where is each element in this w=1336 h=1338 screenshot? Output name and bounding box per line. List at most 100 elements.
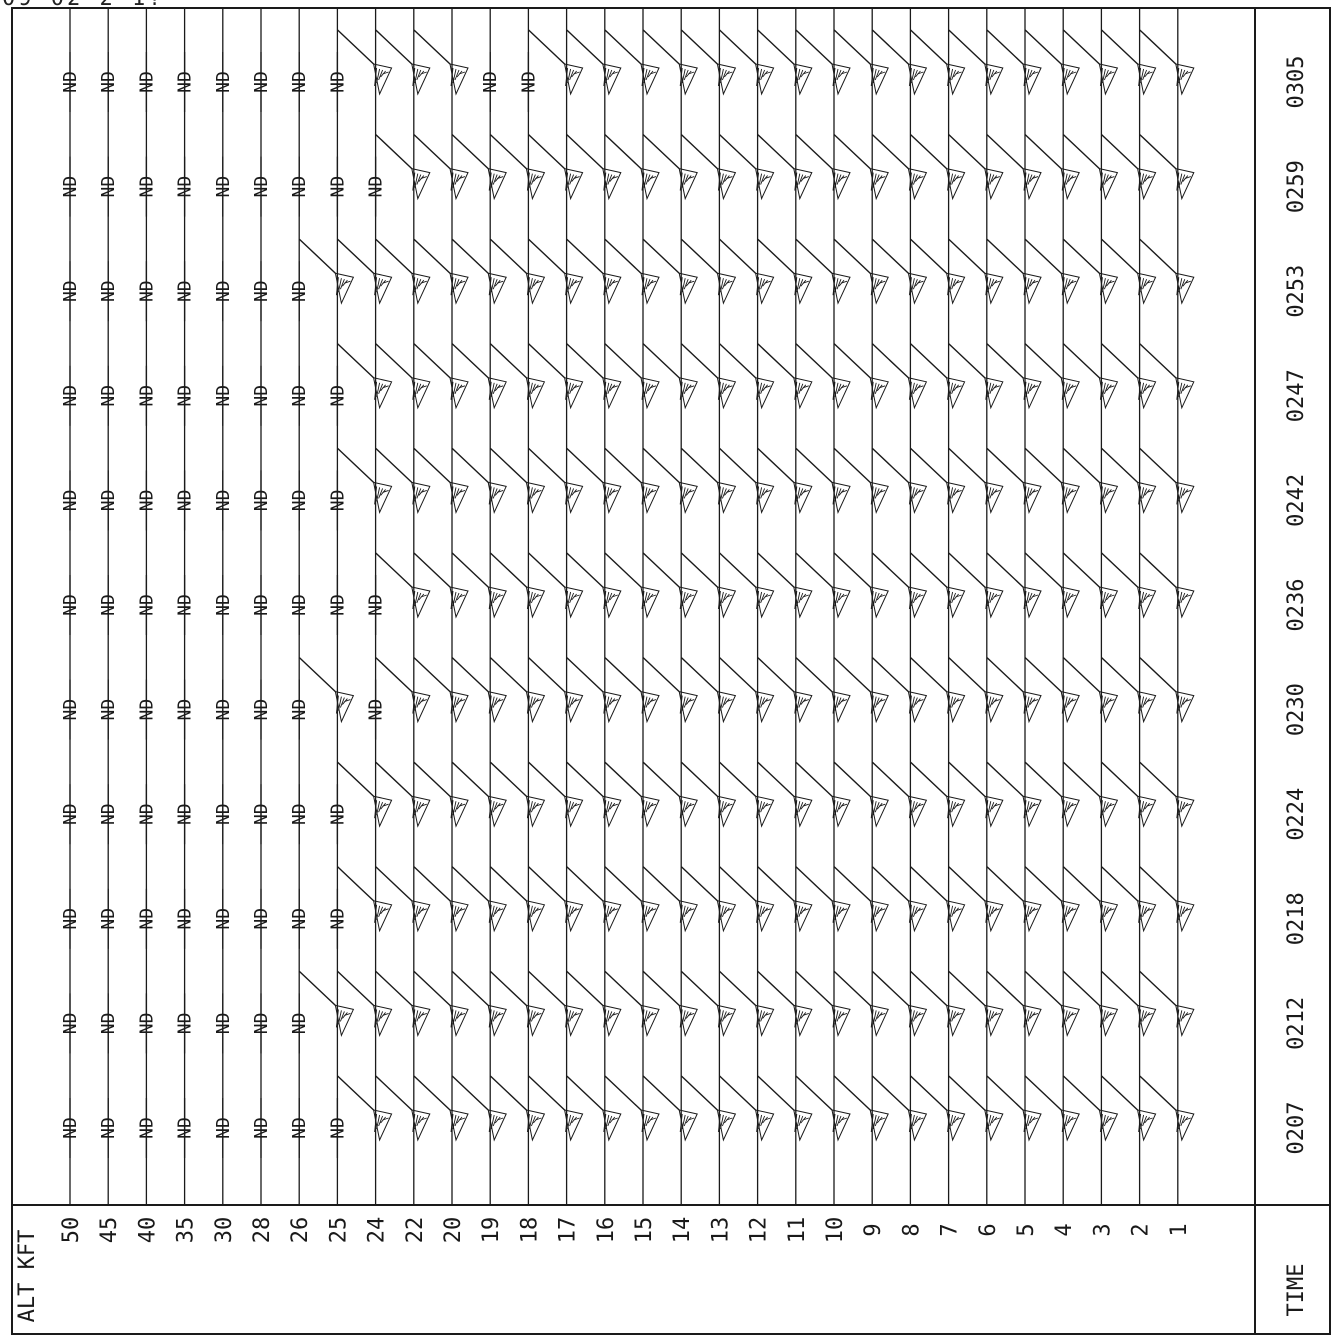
no-data-marker: ND [327,1098,348,1158]
svg-text:ND: ND [60,803,81,825]
wind-barb [1024,447,1080,515]
wind-barb [948,29,1004,96]
svg-text:ND: ND [251,1117,272,1139]
no-data-marker: ND [175,261,196,322]
wind-barb [1139,552,1195,619]
no-data-marker: ND [213,784,234,845]
wind-barb [1139,866,1195,933]
wind-barb [1062,761,1119,828]
altitude-tick-label: 25 [326,1217,351,1244]
no-data-marker: ND [98,1098,119,1158]
no-data-marker: ND [327,156,348,217]
no-data-marker: ND [60,365,81,426]
svg-text:ND: ND [60,280,81,302]
svg-text:ND: ND [289,1013,310,1035]
wind-barb [757,552,813,619]
no-data-marker: ND [98,365,119,426]
wind-barb [719,866,775,933]
no-data-marker: ND [98,784,119,845]
altitude-tick-label: 8 [899,1223,924,1236]
wind-barb [566,1075,622,1142]
altitude-tick-label: 22 [403,1217,428,1244]
no-data-marker: ND [175,575,196,635]
wind-barb [719,657,775,724]
svg-text:ND: ND [175,490,196,512]
altitude-tick-label: 13 [708,1217,733,1244]
wind-barb [1139,1075,1195,1142]
wind-barb [986,866,1042,933]
wind-barb [566,866,622,933]
svg-text:ND: ND [251,594,272,616]
wind-barb [566,343,622,410]
no-data-marker: ND [366,575,387,635]
no-data-marker: ND [289,575,310,635]
no-data-marker: ND [98,470,119,531]
no-data-marker: ND [327,365,348,426]
wind-barb [604,447,660,515]
svg-text:ND: ND [213,71,234,93]
time-tick-label: 0253 [1284,265,1309,318]
svg-text:ND: ND [60,490,81,512]
wind-barb [489,343,546,410]
no-data-marker: ND [480,52,501,112]
wind-barb [871,552,928,619]
svg-text:ND: ND [213,1117,234,1139]
wind-barb [871,447,928,515]
wind-barb [948,134,1004,201]
svg-text:ND: ND [175,1117,196,1139]
wind-barb [948,970,1004,1038]
no-data-marker: ND [289,679,310,740]
wind-barb [986,761,1042,828]
wind-barb [528,29,584,96]
altitude-tick-label: 16 [594,1217,619,1244]
wind-barb [566,761,622,828]
no-data-marker: ND [327,888,348,949]
wind-barb [871,134,928,201]
no-data-marker: ND [213,52,234,112]
wind-barb [757,761,813,828]
wind-barb [1024,970,1080,1038]
no-data-marker: ND [60,784,81,845]
wind-barb [604,657,660,724]
wind-barb [489,761,546,828]
no-data-marker: ND [327,470,348,531]
svg-text:ND: ND [251,490,272,512]
no-data-marker: ND [213,888,234,949]
wind-barb [680,238,737,305]
svg-text:ND: ND [213,908,234,930]
no-data-marker: ND [175,470,196,531]
wind-barb [489,657,546,724]
no-data-marker: ND [289,784,310,845]
no-data-marker: ND [98,993,119,1054]
wind-barb [1024,552,1080,619]
wind-barb [451,657,507,724]
wind-barb [948,866,1004,933]
svg-text:ND: ND [136,1013,157,1035]
wind-barb [1062,238,1119,305]
svg-text:ND: ND [213,490,234,512]
svg-text:ND: ND [98,1117,119,1139]
svg-text:ND: ND [60,385,81,407]
altitude-tick-label: 4 [1052,1223,1077,1236]
svg-text:ND: ND [289,1117,310,1139]
svg-text:ND: ND [251,280,272,302]
svg-text:ND: ND [136,908,157,930]
svg-text:ND: ND [98,594,119,616]
wind-barb [1062,866,1119,933]
wind-barb [375,447,431,515]
svg-text:ND: ND [327,594,348,616]
wind-barb [1062,29,1119,96]
svg-text:ND: ND [98,490,119,512]
svg-text:ND: ND [289,385,310,407]
time-tick-label: 0218 [1284,892,1309,945]
no-data-marker: ND [136,470,157,531]
svg-text:ND: ND [327,385,348,407]
svg-text:ND: ND [175,803,196,825]
svg-text:ND: ND [60,908,81,930]
no-data-marker: ND [213,156,234,217]
wind-barb [413,1075,469,1142]
svg-text:ND: ND [175,280,196,302]
svg-text:ND: ND [289,490,310,512]
wind-barb [1101,29,1157,96]
no-data-marker: ND [60,888,81,949]
